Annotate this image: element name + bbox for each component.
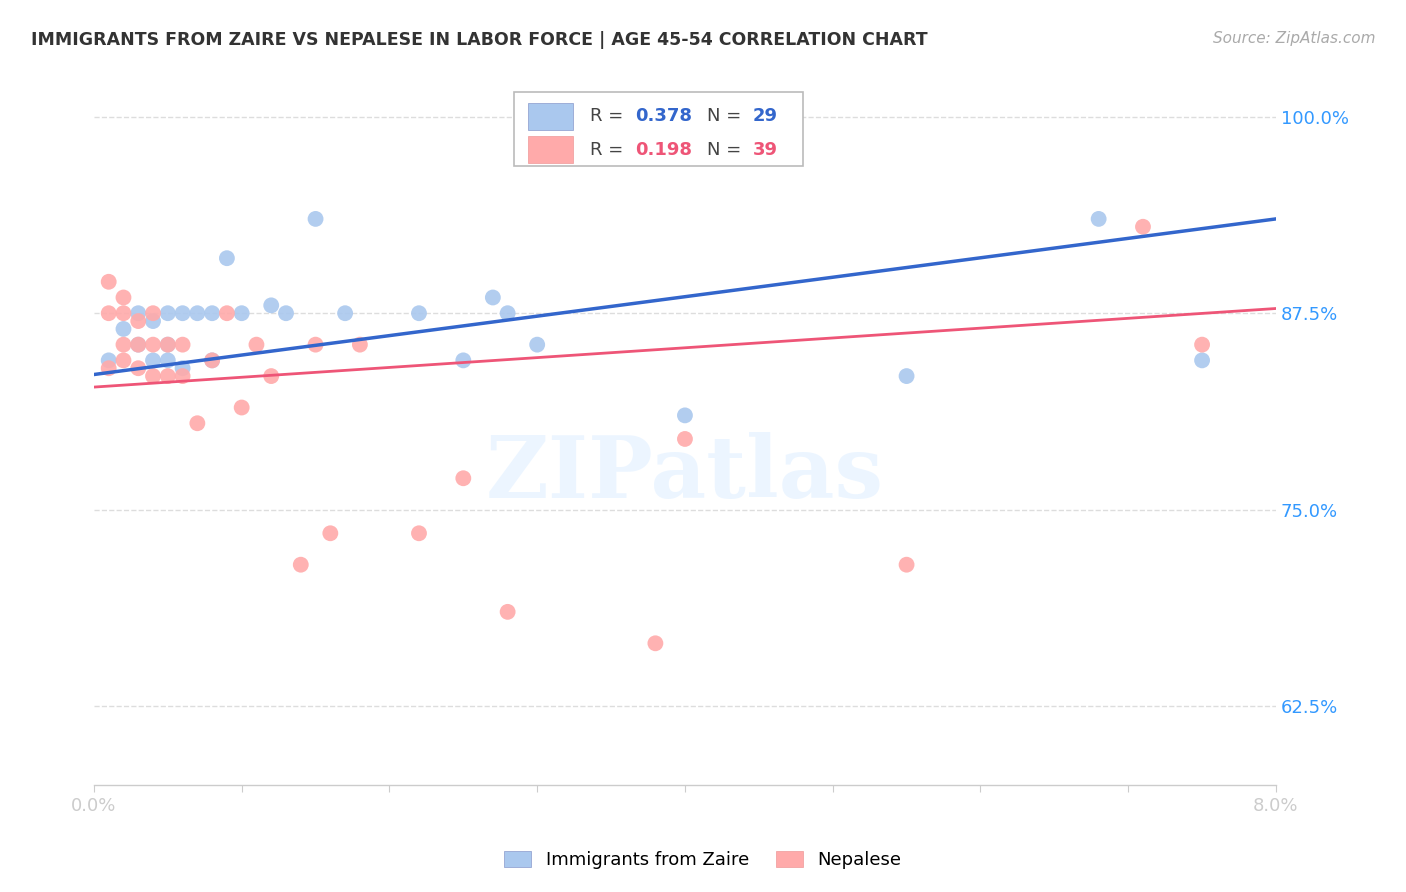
Point — [112, 353, 135, 368]
Point — [453, 471, 475, 485]
Point — [673, 432, 696, 446]
Point — [142, 337, 165, 351]
Point — [172, 361, 194, 376]
Point — [156, 337, 179, 351]
Point — [97, 361, 120, 376]
Point — [1191, 353, 1213, 368]
Point — [1132, 219, 1154, 234]
Text: N =: N = — [707, 141, 748, 159]
Point — [201, 353, 224, 368]
Point — [127, 337, 149, 351]
Point — [112, 306, 135, 320]
Point — [172, 337, 194, 351]
Point — [186, 416, 208, 430]
Point — [201, 353, 224, 368]
Point — [304, 211, 326, 226]
Legend: Immigrants from Zaire, Nepalese: Immigrants from Zaire, Nepalese — [495, 842, 911, 879]
Point — [319, 526, 342, 541]
Point — [260, 298, 283, 312]
Text: R =: R = — [591, 141, 630, 159]
FancyBboxPatch shape — [527, 103, 572, 129]
Text: ZIPatlas: ZIPatlas — [486, 432, 884, 516]
Point — [97, 353, 120, 368]
Point — [142, 369, 165, 384]
Point — [333, 306, 356, 320]
Point — [156, 369, 179, 384]
Point — [156, 353, 179, 368]
Point — [290, 558, 312, 572]
Point — [186, 306, 208, 320]
Point — [112, 291, 135, 305]
Point — [127, 337, 149, 351]
Point — [231, 401, 253, 415]
Point — [482, 291, 505, 305]
Point — [142, 314, 165, 328]
FancyBboxPatch shape — [527, 136, 572, 163]
Point — [349, 337, 371, 351]
Text: 0.378: 0.378 — [636, 107, 692, 125]
Point — [156, 337, 179, 351]
Point — [453, 353, 475, 368]
Point — [260, 369, 283, 384]
Point — [1191, 337, 1213, 351]
Text: 39: 39 — [752, 141, 778, 159]
Point — [408, 526, 430, 541]
Point — [644, 636, 666, 650]
Point — [127, 306, 149, 320]
Point — [172, 306, 194, 320]
Point — [496, 605, 519, 619]
Point — [97, 306, 120, 320]
Point — [142, 353, 165, 368]
Text: N =: N = — [707, 107, 748, 125]
Point — [172, 369, 194, 384]
Text: R =: R = — [591, 107, 630, 125]
Point — [127, 314, 149, 328]
Point — [215, 251, 238, 265]
Point — [112, 337, 135, 351]
Point — [304, 337, 326, 351]
Point — [1087, 211, 1109, 226]
Text: 0.198: 0.198 — [636, 141, 692, 159]
Point — [156, 306, 179, 320]
Point — [408, 306, 430, 320]
FancyBboxPatch shape — [513, 92, 803, 166]
Point — [112, 322, 135, 336]
Point — [673, 409, 696, 423]
Point — [142, 306, 165, 320]
Point — [526, 337, 548, 351]
Point — [215, 306, 238, 320]
Point — [896, 369, 918, 384]
Point — [127, 361, 149, 376]
Point — [496, 306, 519, 320]
Point — [245, 337, 267, 351]
Text: IMMIGRANTS FROM ZAIRE VS NEPALESE IN LABOR FORCE | AGE 45-54 CORRELATION CHART: IMMIGRANTS FROM ZAIRE VS NEPALESE IN LAB… — [31, 31, 928, 49]
Point — [201, 306, 224, 320]
Text: Source: ZipAtlas.com: Source: ZipAtlas.com — [1212, 31, 1375, 46]
Point — [274, 306, 297, 320]
Point — [97, 275, 120, 289]
Point — [231, 306, 253, 320]
Text: 29: 29 — [752, 107, 778, 125]
Point — [896, 558, 918, 572]
